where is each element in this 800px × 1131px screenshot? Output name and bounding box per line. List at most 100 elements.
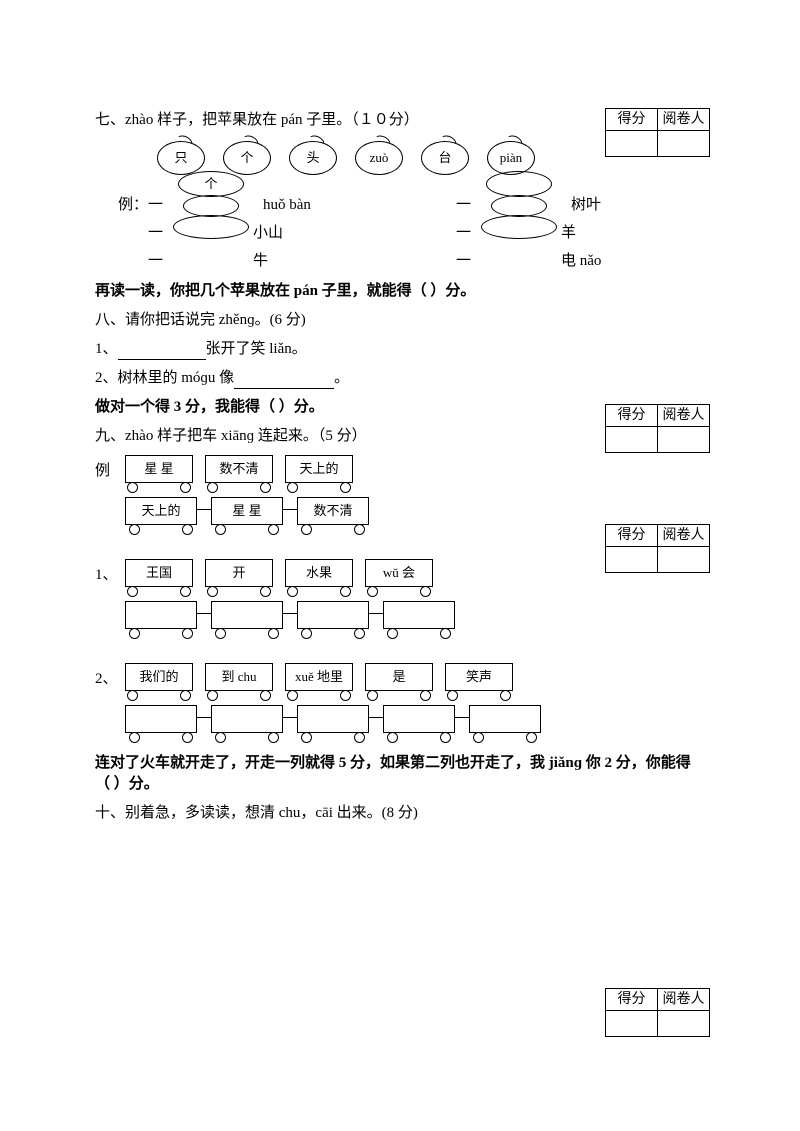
wheel-icon <box>182 732 193 743</box>
reviewer-cell[interactable] <box>658 427 710 453</box>
cart: 数不清 <box>205 455 273 493</box>
reviewer-cell[interactable] <box>658 547 710 573</box>
cart[interactable]: wǔ 会 <box>365 559 433 597</box>
train-q2: 2、 我们的 到 chu xuě 地里 是 笑声 <box>95 663 705 701</box>
cart-label: 星 星 <box>211 497 283 525</box>
wheel-icon <box>260 690 271 701</box>
wheel-icon <box>182 524 193 535</box>
word: 树叶 <box>565 195 641 216</box>
section-8-title: 八、请你把话说完 zhěnɡ。(6 分) <box>95 310 705 331</box>
score-header: 得分 <box>606 525 658 547</box>
train-q1-bottom <box>95 601 705 639</box>
cart-label: 王国 <box>125 559 193 587</box>
cart-empty[interactable] <box>211 601 283 639</box>
q2-label: 2、 <box>95 663 125 690</box>
train-example: 例 星 星 数不清 天上的 <box>95 455 705 493</box>
cart-label <box>211 601 283 629</box>
carts-bot[interactable] <box>125 705 541 743</box>
wheel-icon <box>440 732 451 743</box>
cart-empty[interactable] <box>125 705 197 743</box>
wheel-icon <box>129 524 140 535</box>
reviewer-cell[interactable] <box>658 1011 710 1037</box>
cart-label: 到 chu <box>205 663 273 691</box>
oval-filled: 个 <box>178 171 244 197</box>
carts-top: 星 星 数不清 天上的 <box>125 455 353 493</box>
oval-stack-left[interactable]: 个 <box>173 171 249 239</box>
oval-stack-right[interactable] <box>481 171 557 239</box>
wheel-icon <box>127 690 138 701</box>
reviewer-cell[interactable] <box>658 131 710 157</box>
example-prefix: 例：一 <box>95 195 165 216</box>
wheel-icon <box>440 628 451 639</box>
wheel-icon <box>420 690 431 701</box>
yi: 一 <box>403 223 473 244</box>
cart-label: 是 <box>365 663 433 691</box>
section-9-footer: 连对了火车就开走了，开走一列就得 5 分，如果第二列也开走了，我 jiǎnɡ 你… <box>95 753 705 795</box>
score-cell[interactable] <box>606 427 658 453</box>
apple-5[interactable]: 台 <box>421 141 469 175</box>
word: 小山 <box>247 223 323 244</box>
word: 牛 <box>247 251 323 272</box>
wheel-icon <box>260 586 271 597</box>
cart-label: xuě 地里 <box>285 663 353 691</box>
apple-1[interactable]: 只 <box>157 141 205 175</box>
apple-3[interactable]: 头 <box>289 141 337 175</box>
wheel-icon <box>260 482 271 493</box>
section-7-footer: 再读一读，你把几个苹果放在 pán 子里，就能得（ ）分。 <box>95 281 705 302</box>
reviewer-header: 阅卷人 <box>658 109 710 131</box>
blank-input[interactable] <box>234 371 334 389</box>
apple-2[interactable]: 个 <box>223 141 271 175</box>
carts-bot[interactable] <box>125 601 455 639</box>
score-header: 得分 <box>606 109 658 131</box>
wheel-icon <box>207 482 218 493</box>
wheel-icon <box>340 690 351 701</box>
wheel-icon <box>420 586 431 597</box>
wheel-icon <box>287 690 298 701</box>
score-box-9: 得分阅卷人 <box>605 524 710 573</box>
wheel-icon <box>526 732 537 743</box>
cart[interactable]: xuě 地里 <box>285 663 353 701</box>
wheel-icon <box>473 732 484 743</box>
cart-empty[interactable] <box>469 705 541 743</box>
apple-4[interactable]: zuò <box>355 141 403 175</box>
carts-top: 王国 开 水果 wǔ 会 <box>125 559 433 597</box>
cart[interactable]: 开 <box>205 559 273 597</box>
cart[interactable]: 到 chu <box>205 663 273 701</box>
wheel-icon <box>301 732 312 743</box>
cart[interactable]: 我们的 <box>125 663 193 701</box>
cart-empty[interactable] <box>297 705 369 743</box>
cart-empty[interactable] <box>211 705 283 743</box>
reviewer-header: 阅卷人 <box>658 525 710 547</box>
score-cell[interactable] <box>606 547 658 573</box>
apple-6[interactable]: piàn <box>487 141 535 175</box>
cart-label <box>383 705 455 733</box>
reviewer-header: 阅卷人 <box>658 405 710 427</box>
score-cell[interactable] <box>606 131 658 157</box>
wheel-icon <box>127 586 138 597</box>
q8-2: 2、树林里的 móɡu 像。 <box>95 368 705 389</box>
score-header: 得分 <box>606 989 658 1011</box>
cart: 星 星 <box>211 497 283 535</box>
wheel-icon <box>354 732 365 743</box>
cart-empty[interactable] <box>125 601 197 639</box>
cart: 天上的 <box>125 497 197 535</box>
blank-input[interactable] <box>118 342 206 360</box>
cart[interactable]: 水果 <box>285 559 353 597</box>
cart[interactable]: 笑声 <box>445 663 513 701</box>
cart-label <box>125 601 197 629</box>
q-suffix: 张开了笑 liǎn。 <box>206 341 307 357</box>
cart[interactable]: 王国 <box>125 559 193 597</box>
hitch-icon <box>369 717 383 718</box>
cart-empty[interactable] <box>383 705 455 743</box>
score-header: 得分 <box>606 405 658 427</box>
word-huoban: huǒ bàn <box>257 195 333 216</box>
wheel-icon <box>301 628 312 639</box>
cart-empty[interactable] <box>383 601 455 639</box>
cart-empty[interactable] <box>297 601 369 639</box>
hitch-icon <box>197 613 211 614</box>
reviewer-header: 阅卷人 <box>658 989 710 1011</box>
score-cell[interactable] <box>606 1011 658 1037</box>
q-suffix: 。 <box>334 370 349 386</box>
cart-label: 天上的 <box>125 497 197 525</box>
cart[interactable]: 是 <box>365 663 433 701</box>
